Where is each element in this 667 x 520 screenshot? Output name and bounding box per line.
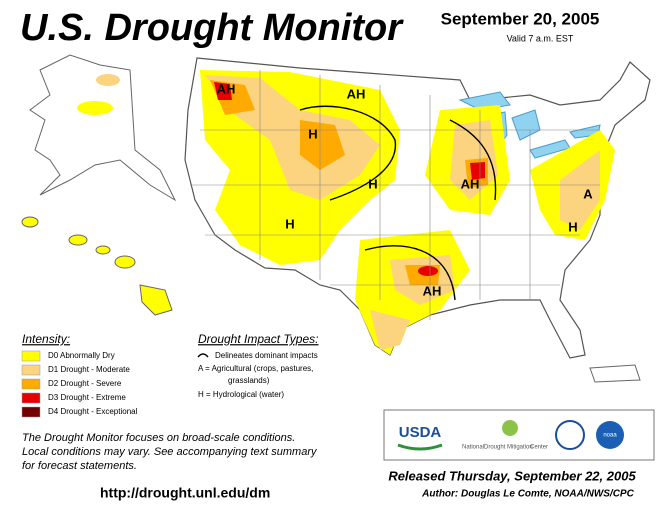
date: September 20, 2005	[441, 9, 600, 28]
impact-label: AH	[461, 176, 480, 191]
released: Released Thursday, September 22, 2005	[388, 468, 636, 483]
note-line: for forecast statements.	[22, 460, 137, 472]
legend-swatch	[21, 350, 41, 362]
impact-boundaries	[299, 105, 497, 301]
url: http://drought.unl.edu/dm	[100, 485, 270, 501]
ndmc-logo: Center	[530, 445, 548, 451]
legend-swatch	[21, 406, 41, 418]
usda-logo: USDA	[399, 424, 442, 441]
drought-area	[77, 101, 113, 115]
note-line: Local conditions may vary. See accompany…	[22, 446, 318, 458]
legend-label: D0 Abnormally Dry	[48, 351, 115, 360]
legend-label: D2 Drought - Severe	[48, 379, 122, 388]
ndmc-tree	[502, 420, 518, 436]
doc-seal	[555, 420, 585, 450]
state-borders	[190, 70, 600, 320]
impact-item: A = Agricultural (crops, pastures,	[198, 364, 313, 373]
impact-label: AH	[217, 81, 236, 96]
noaa-logo	[596, 421, 624, 449]
drought-area	[96, 74, 120, 86]
impact-item: grasslands)	[228, 376, 270, 385]
note-line: The Drought Monitor focuses on broad-sca…	[22, 432, 295, 444]
title: U.S. Drought Monitor	[20, 7, 404, 49]
legend-label: D3 Drought - Extreme	[48, 393, 126, 402]
drought-areas	[200, 70, 615, 355]
author: Author: Douglas Le Comte, NOAA/NWS/CPC	[421, 489, 634, 500]
legend-label: D4 Drought - Exceptional	[48, 407, 138, 416]
impact-label: AH	[423, 283, 442, 298]
legend-swatch	[21, 392, 41, 404]
impact-title: Drought Impact Types:	[198, 332, 319, 346]
noaa-text: noaa	[603, 433, 617, 439]
impact-label: A	[583, 186, 593, 201]
legend: D0 Abnormally Dry D1 Drought - Moderate D2…	[21, 350, 138, 418]
alaska	[29, 54, 177, 202]
impact-label: H	[285, 216, 294, 231]
impact-label: H	[368, 176, 377, 191]
ndmc-logo: National	[462, 445, 484, 451]
impact-label: H	[308, 126, 317, 141]
valid-time: Valid 7 a.m. EST	[507, 33, 574, 43]
legend-swatch	[21, 378, 41, 390]
impact-item: H = Hydrological (water)	[198, 390, 284, 399]
hawaii	[21, 216, 173, 316]
usda-swoosh	[397, 443, 443, 451]
impact-item: Delineates dominant impacts	[215, 351, 318, 360]
ndmc-logo: Drought Mitigation	[484, 445, 533, 451]
legend-title: Intensity:	[22, 332, 70, 346]
impact-label: H	[568, 219, 577, 234]
puerto-rico	[589, 364, 641, 383]
legend-swatch	[21, 364, 41, 376]
impact-symbol	[197, 353, 209, 358]
impact-label: AH	[347, 86, 366, 101]
legend-label: D1 Drought - Moderate	[48, 365, 130, 374]
